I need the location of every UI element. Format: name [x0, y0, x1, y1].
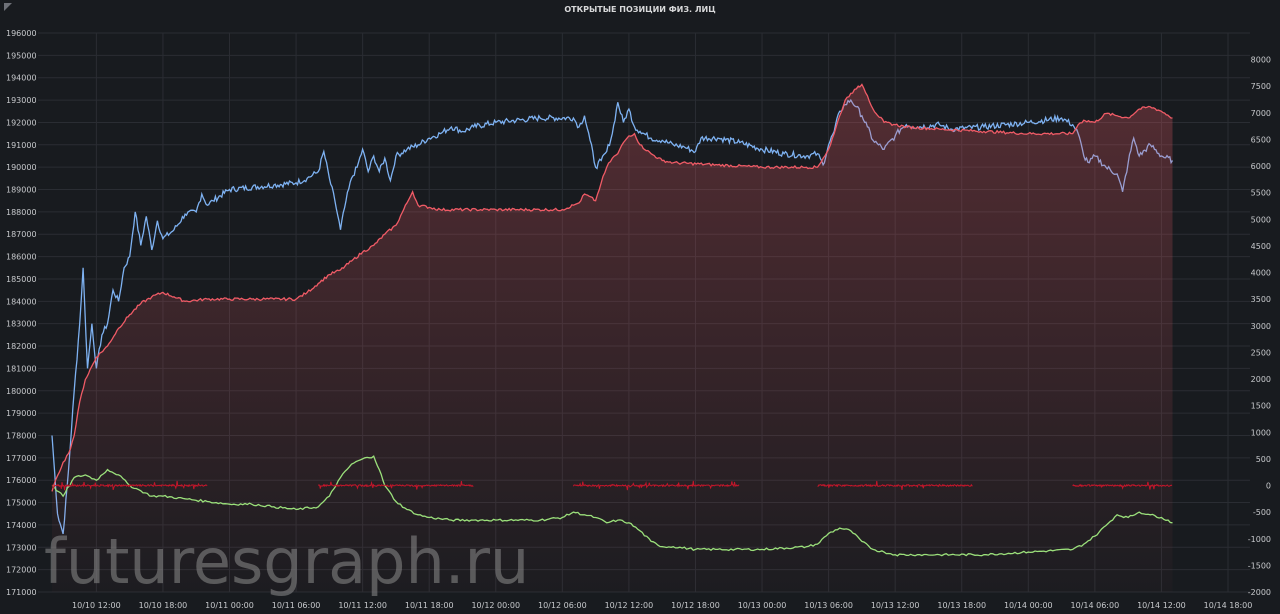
- y-axis-left: 171000 172000 173000 174000 175000 176000 1770…: [6, 29, 37, 597]
- y-left-tick-label: 188000: [6, 208, 37, 217]
- dark-red-delta-series: [1072, 481, 1173, 490]
- green-series-line: [51, 455, 1173, 557]
- y-left-tick-label: 176000: [6, 476, 37, 485]
- y-right-tick-label: 4000: [1251, 269, 1271, 278]
- y-left-tick-label: 193000: [6, 96, 37, 105]
- y-left-tick-label: 192000: [6, 118, 37, 127]
- red-series-area: [52, 84, 1173, 593]
- dark-red-delta-series: [317, 480, 474, 490]
- x-tick-label: 10/10 12:00: [72, 601, 121, 610]
- y-right-tick-label: 3500: [1251, 295, 1271, 304]
- y-left-tick-label: 189000: [6, 186, 37, 195]
- y-right-tick-label: 8000: [1251, 56, 1271, 65]
- x-tick-label: 10/12 18:00: [671, 601, 720, 610]
- x-tick-label: 10/14 00:00: [1004, 601, 1053, 610]
- dark-red-delta-series: [51, 480, 208, 491]
- x-axis: 10/10 12:00 10/10 18:00 10/11 00:00 10/11 0…: [72, 601, 1252, 610]
- y-left-tick-label: 190000: [6, 163, 37, 172]
- y-left-tick-label: 179000: [6, 409, 37, 418]
- y-left-tick-label: 182000: [6, 342, 37, 351]
- blue-series-line: [51, 98, 1174, 535]
- y-left-tick-label: 187000: [6, 230, 37, 239]
- y-right-tick-label: 6500: [1251, 135, 1271, 144]
- y-axis-right: -2000 -1500 -1000 -500 0 500 1000 1500 2000 2500 3…: [1248, 56, 1271, 597]
- y-right-tick-label: 1000: [1251, 428, 1271, 437]
- y-left-tick-label: 171000: [6, 588, 37, 597]
- x-tick-label: 10/13 18:00: [937, 601, 986, 610]
- y-left-tick-label: 196000: [6, 29, 37, 38]
- y-left-tick-label: 174000: [6, 521, 37, 530]
- y-left-tick-label: 195000: [6, 51, 37, 60]
- y-left-tick-label: 186000: [6, 253, 37, 262]
- x-tick-label: 10/11 00:00: [205, 601, 254, 610]
- x-tick-label: 10/13 06:00: [804, 601, 853, 610]
- x-tick-label: 10/11 12:00: [338, 601, 387, 610]
- y-right-tick-label: -500: [1253, 508, 1271, 517]
- y-left-tick-label: 177000: [6, 454, 37, 463]
- y-right-tick-label: 1500: [1251, 402, 1271, 411]
- y-right-tick-label: 7000: [1251, 109, 1271, 118]
- dark-red-delta-series: [817, 480, 973, 490]
- y-left-tick-label: 178000: [6, 431, 37, 440]
- y-left-tick-label: 183000: [6, 320, 37, 329]
- y-left-tick-label: 181000: [6, 364, 37, 373]
- y-left-tick-label: 172000: [6, 566, 37, 575]
- y-left-tick-label: 184000: [6, 297, 37, 306]
- x-tick-label: 10/11 06:00: [272, 601, 321, 610]
- y-right-tick-label: 3000: [1251, 322, 1271, 331]
- y-right-tick-label: -1500: [1248, 561, 1271, 570]
- panel-menu-icon[interactable]: [4, 3, 12, 11]
- x-tick-label: 10/13 12:00: [871, 601, 920, 610]
- x-tick-label: 10/14 12:00: [1137, 601, 1186, 610]
- y-right-tick-label: 2000: [1251, 375, 1271, 384]
- y-right-tick-label: 0: [1266, 482, 1271, 491]
- x-tick-label: 10/10 18:00: [139, 601, 188, 610]
- y-left-tick-label: 180000: [6, 387, 37, 396]
- y-left-tick-label: 173000: [6, 543, 37, 552]
- red-series-line: [51, 83, 1173, 492]
- x-tick-label: 10/12 12:00: [605, 601, 654, 610]
- y-right-tick-label: 4500: [1251, 242, 1271, 251]
- y-right-tick-label: 2500: [1251, 348, 1271, 357]
- dark-red-delta-series: [572, 480, 740, 491]
- y-right-tick-label: -1000: [1248, 535, 1271, 544]
- y-left-tick-label: 185000: [6, 275, 37, 284]
- x-tick-label: 10/12 06:00: [538, 601, 587, 610]
- x-tick-label: 10/13 00:00: [738, 601, 787, 610]
- x-tick-label: 10/14 06:00: [1071, 601, 1120, 610]
- x-tick-label: 10/11 18:00: [405, 601, 454, 610]
- chart-title: ОТКРЫТЫЕ ПОЗИЦИИ ФИЗ. ЛИЦ: [564, 5, 715, 14]
- y-left-tick-label: 175000: [6, 499, 37, 508]
- y-right-tick-label: 500: [1256, 455, 1271, 464]
- y-right-tick-label: 5000: [1251, 215, 1271, 224]
- watermark: futuresgraph.ru: [44, 525, 529, 598]
- y-right-tick-label: 7500: [1251, 82, 1271, 91]
- series-layer: [51, 83, 1174, 593]
- y-left-tick-label: 194000: [6, 74, 37, 83]
- x-tick-label: 10/14 18:00: [1204, 601, 1253, 610]
- y-right-tick-label: -2000: [1248, 588, 1271, 597]
- y-left-tick-label: 191000: [6, 141, 37, 150]
- x-tick-label: 10/12 00:00: [471, 601, 520, 610]
- y-right-tick-label: 6000: [1251, 162, 1271, 171]
- y-right-tick-label: 5500: [1251, 189, 1271, 198]
